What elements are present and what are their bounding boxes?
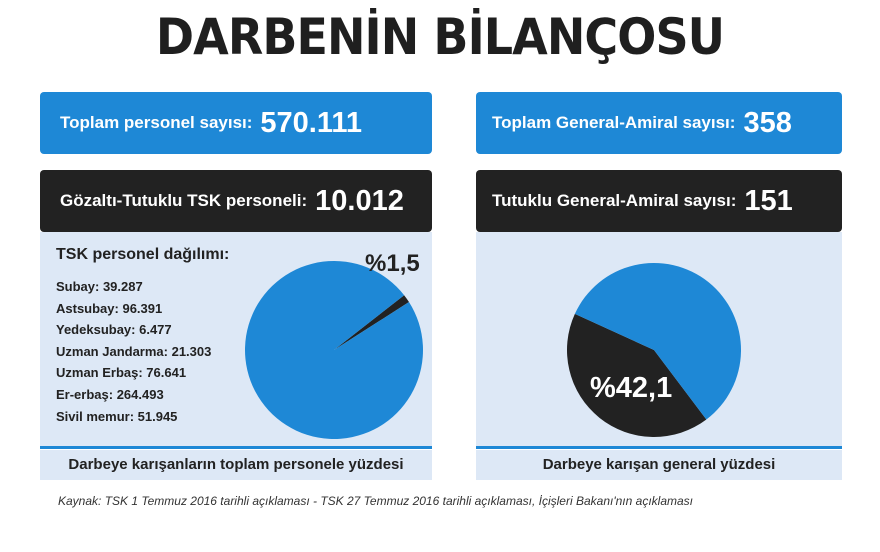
source-note: Kaynak: TSK 1 Temmuz 2016 tarihli açıkla… <box>58 494 693 508</box>
detained-general-label: Tutuklu General-Amiral sayısı: <box>492 191 737 210</box>
general-pie-chart <box>567 263 741 437</box>
personnel-pie-slice-1 <box>244 260 423 439</box>
detained-general-value: 151 <box>744 184 793 217</box>
distribution-item: Yedeksubay: 6.477 <box>56 322 172 338</box>
personnel-footer: Darbeye karışanların toplam personele yü… <box>40 450 432 480</box>
total-general-label: Toplam General-Amiral sayısı: <box>492 113 736 132</box>
general-pie-slice-0 <box>567 313 707 437</box>
detained-personnel-value: 10.012 <box>315 184 404 217</box>
personnel-pie-chart <box>244 260 423 439</box>
distribution-item: Astsubay: 96.391 <box>56 300 163 316</box>
distribution-item: Subay: 39.287 <box>56 279 143 294</box>
total-general-value: 358 <box>743 106 792 139</box>
personnel-pie-slice-0 <box>334 295 409 350</box>
distribution-item: Uzman Jandarma: 21.303 <box>56 343 212 359</box>
total-general-box: Toplam General-Amiral sayısı: 358 <box>476 92 842 154</box>
distribution-list: Subay: 39.287 Astsubay: 96.391 Yedeksuba… <box>56 276 211 427</box>
detained-general-box: Tutuklu General-Amiral sayısı: 151 <box>476 170 842 232</box>
distribution-title: TSK personel dağılımı: <box>56 246 230 263</box>
distribution-item: Er-erbaş: 264.493 <box>56 386 164 402</box>
distribution-item: Sivil memur: 51.945 <box>56 408 178 424</box>
personnel-pie-label: %1,5 <box>365 250 420 277</box>
general-pie-label: %42,1 <box>590 372 673 404</box>
distribution-item: Uzman Erbaş: 76.641 <box>56 365 187 381</box>
page-title: DARBENİN BİLANÇOSU <box>155 8 725 66</box>
total-personnel-label: Toplam personel sayısı: <box>60 113 253 132</box>
detained-personnel-box: Gözaltı-Tutuklu TSK personeli: 10.012 <box>40 170 432 232</box>
detained-personnel-label: Gözaltı-Tutuklu TSK personeli: <box>60 191 308 210</box>
general-pie-slice-1 <box>574 263 741 420</box>
total-personnel-value: 570.111 <box>260 106 363 139</box>
general-footer: Darbeye karışan general yüzdesi <box>476 450 842 480</box>
total-personnel-box: Toplam personel sayısı: 570.111 <box>40 92 432 154</box>
